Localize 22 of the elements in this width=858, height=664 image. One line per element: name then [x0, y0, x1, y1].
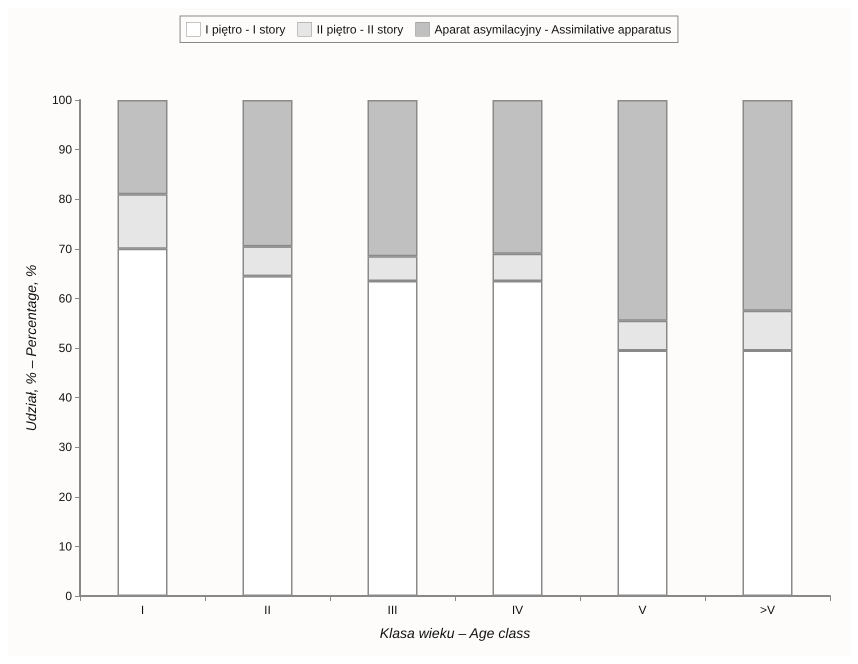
- x-tick-label: >V: [760, 603, 776, 617]
- y-tick-label: 100: [52, 93, 72, 107]
- x-tick-label: IV: [512, 603, 524, 617]
- y-tick-label: 50: [58, 341, 72, 355]
- y-axis-title: Udział, % – Percentage, %: [23, 264, 39, 432]
- y-tick-label: 20: [58, 490, 72, 504]
- y-tick-label: 90: [58, 142, 72, 157]
- x-axis-title: Klasa wieku – Age class: [380, 625, 530, 641]
- y-tick-label: 60: [58, 291, 72, 306]
- x-tick-label: V: [638, 603, 647, 617]
- y-tick-label: 70: [58, 242, 72, 256]
- legend-label: I piętro - I story: [205, 22, 286, 36]
- x-tick-label: I: [140, 603, 144, 617]
- y-tick-label: 80: [58, 192, 72, 206]
- x-tick-label: III: [387, 603, 398, 617]
- y-tick-label: 0: [65, 589, 72, 603]
- x-tick-label: II: [264, 603, 271, 617]
- legend-label: Aparat asymilacyjny - Assimilative apparatus: [434, 22, 672, 36]
- y-tick-label: 10: [58, 539, 72, 554]
- y-tick-label: 30: [58, 440, 72, 454]
- y-tick-label: 40: [58, 390, 72, 405]
- legend-label: II piętro - II story: [316, 22, 404, 36]
